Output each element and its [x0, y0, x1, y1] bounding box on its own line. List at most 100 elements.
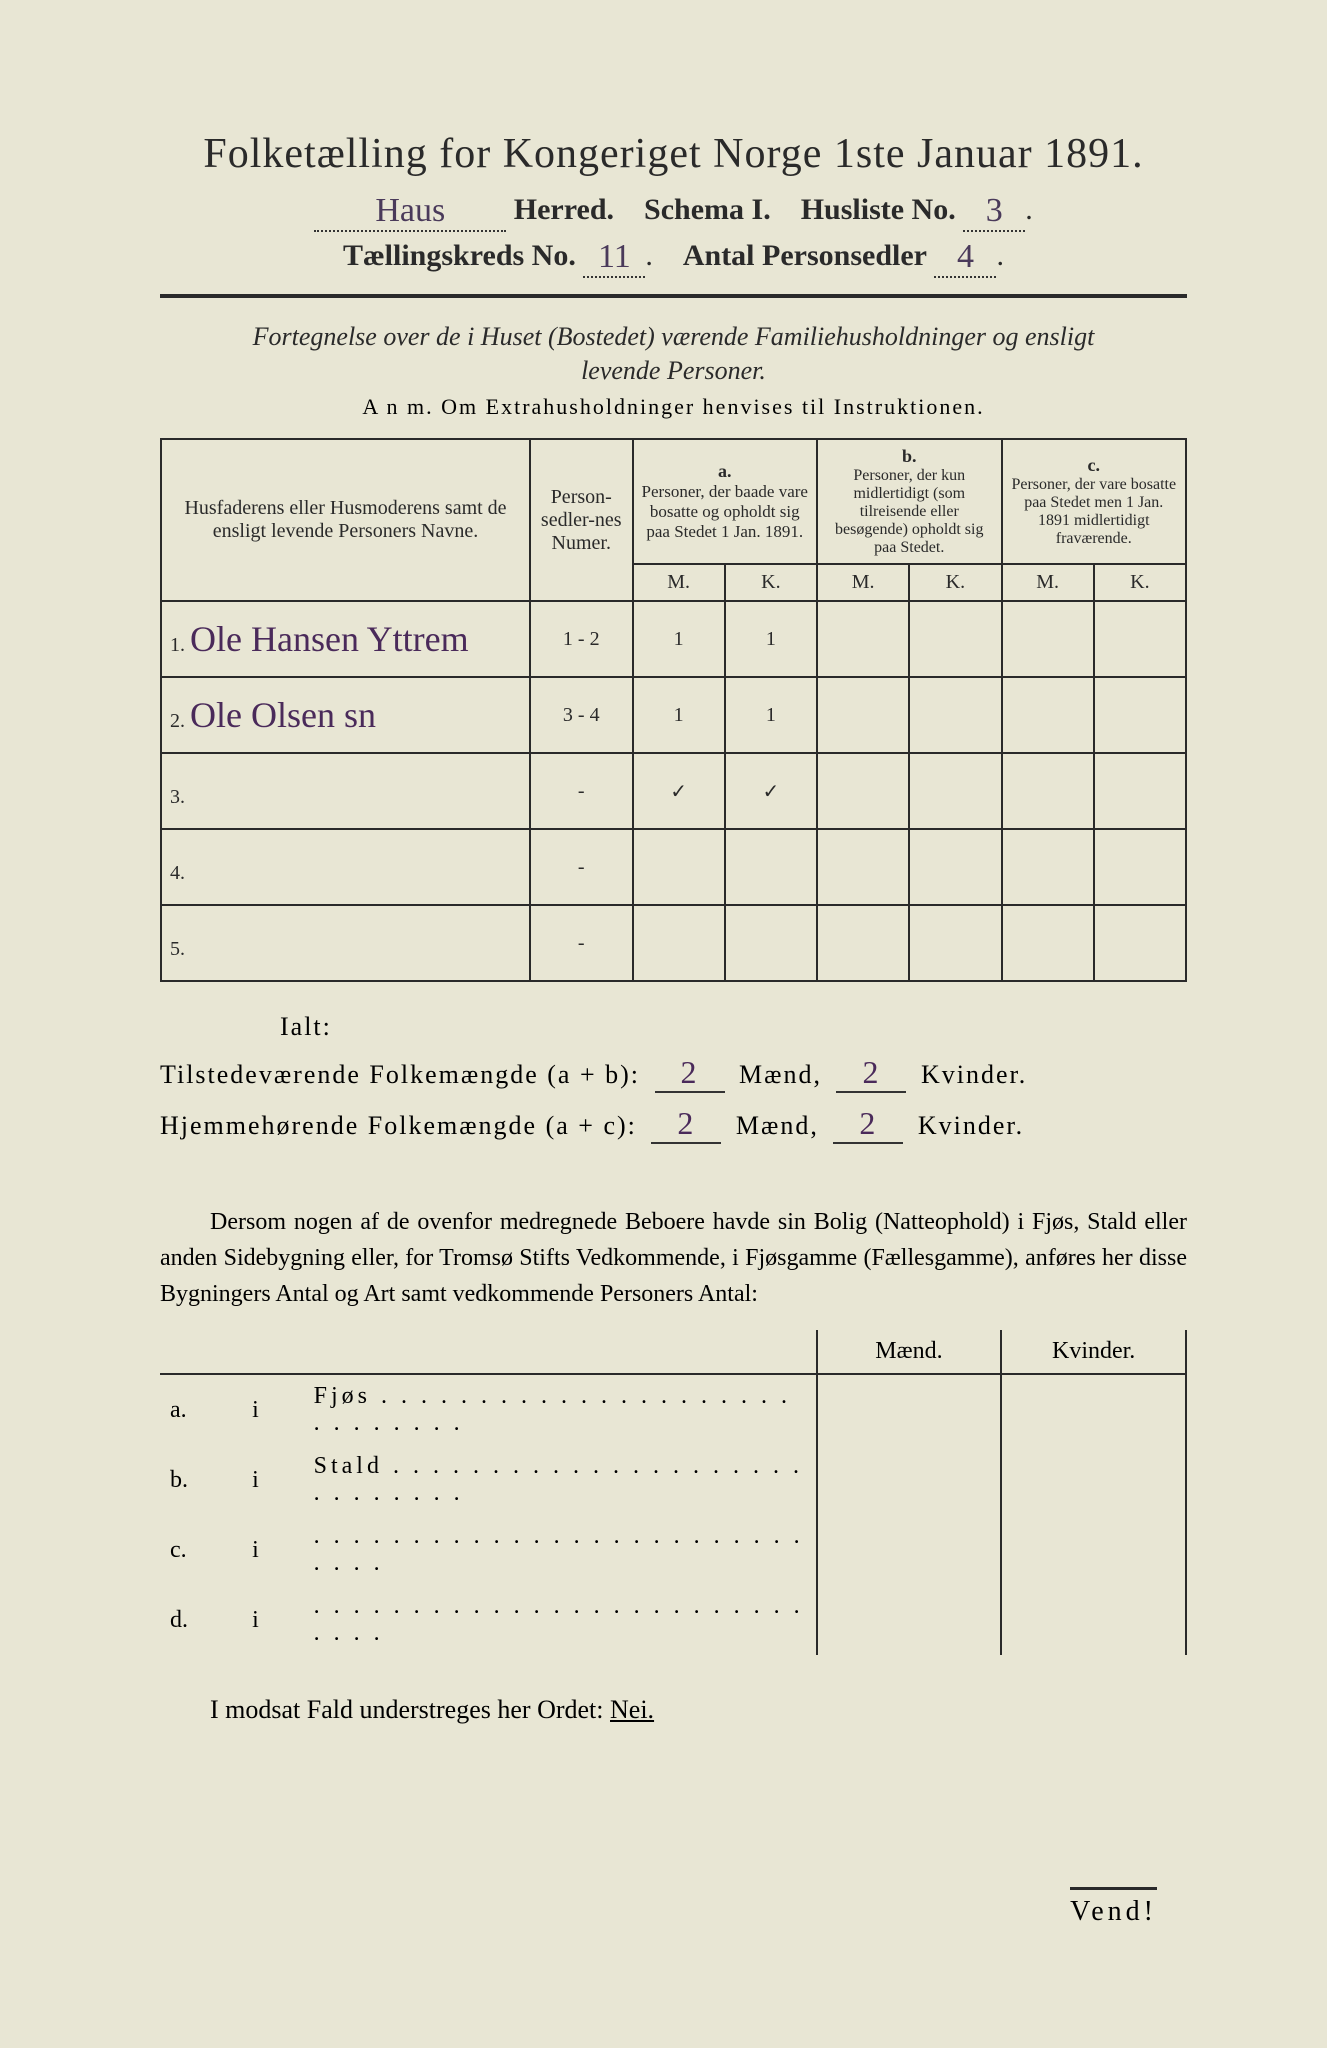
col-c-m: M. — [1002, 564, 1094, 601]
row-a-k — [725, 905, 817, 981]
building-m — [817, 1515, 1002, 1585]
building-i: i — [242, 1585, 304, 1655]
ialt-2-m: 2 — [651, 1105, 721, 1144]
building-paragraph: Dersom nogen af de ovenfor medregnede Be… — [160, 1204, 1187, 1312]
building-m — [817, 1585, 1002, 1655]
row-a-m: ✓ — [633, 753, 725, 829]
building-row: c.i . . . . . . . . . . . . . . . . . . … — [160, 1515, 1186, 1585]
subtitle-2: levende Personer. — [160, 356, 1187, 386]
census-form-page: Folketælling for Kongeriget Norge 1ste J… — [0, 0, 1327, 2048]
table-row: 4. - — [161, 829, 1186, 905]
anm-note: A n m. Om Extrahusholdninger henvises ti… — [160, 394, 1187, 420]
table-row: 2. Ole Olsen sn3 - 411 — [161, 677, 1186, 753]
row-b-k — [909, 753, 1001, 829]
building-k — [1001, 1585, 1186, 1655]
husliste-value: 3 — [963, 192, 1025, 232]
row-name: 4. — [161, 829, 530, 905]
row-c-m — [1002, 905, 1094, 981]
row-b-k — [909, 677, 1001, 753]
building-table: Mænd. Kvinder. a.iFjøs . . . . . . . . .… — [160, 1330, 1187, 1655]
col-a-m: M. — [633, 564, 725, 601]
header-line-1: Haus Herred. Schema I. Husliste No. 3. — [160, 190, 1187, 230]
building-label: . . . . . . . . . . . . . . . . . . . . … — [304, 1585, 817, 1655]
kreds-label: Tællingskreds No. — [343, 239, 576, 272]
row-b-k — [909, 829, 1001, 905]
building-m — [817, 1445, 1002, 1515]
row-c-m — [1002, 677, 1094, 753]
row-name: 1. Ole Hansen Yttrem — [161, 601, 530, 677]
nei-word: Nei. — [610, 1695, 654, 1724]
building-row: d.i . . . . . . . . . . . . . . . . . . … — [160, 1585, 1186, 1655]
row-c-k — [1094, 905, 1186, 981]
row-c-k — [1094, 677, 1186, 753]
row-a-m: 1 — [633, 677, 725, 753]
building-i: i — [242, 1374, 304, 1445]
col-c-k: K. — [1094, 564, 1186, 601]
row-c-k — [1094, 829, 1186, 905]
row-b-m — [817, 753, 909, 829]
census-table: Husfaderens eller Husmoderens samt de en… — [160, 438, 1187, 982]
row-name: 5. — [161, 905, 530, 981]
col-a: a. Personer, der baade vare bosatte og o… — [633, 439, 818, 564]
building-i: i — [242, 1445, 304, 1515]
row-a-k — [725, 829, 817, 905]
schema-label: Schema I. — [644, 193, 771, 226]
row-c-k — [1094, 753, 1186, 829]
row-name: 2. Ole Olsen sn — [161, 677, 530, 753]
row-c-k — [1094, 601, 1186, 677]
building-letter: b. — [160, 1445, 242, 1515]
table-row: 1. Ole Hansen Yttrem1 - 211 — [161, 601, 1186, 677]
page-title: Folketælling for Kongeriget Norge 1ste J… — [160, 130, 1187, 178]
ialt-label: Ialt: — [280, 1012, 1187, 1042]
row-a-k: 1 — [725, 677, 817, 753]
table-row: 3. -✓✓ — [161, 753, 1186, 829]
building-i: i — [242, 1515, 304, 1585]
herred-value: Haus — [314, 192, 506, 232]
row-a-k: 1 — [725, 601, 817, 677]
row-sedler: 3 - 4 — [530, 677, 633, 753]
building-row: b.iStald . . . . . . . . . . . . . . . .… — [160, 1445, 1186, 1515]
building-k — [1001, 1445, 1186, 1515]
col-b: b. Personer, der kun midlertidigt (som t… — [817, 439, 1002, 564]
building-label: . . . . . . . . . . . . . . . . . . . . … — [304, 1515, 817, 1585]
row-c-m — [1002, 829, 1094, 905]
divider — [160, 294, 1187, 298]
nei-line: I modsat Fald understreges her Ordet: Ne… — [160, 1695, 1187, 1725]
row-sedler: - — [530, 753, 633, 829]
building-label: Fjøs . . . . . . . . . . . . . . . . . .… — [304, 1374, 817, 1445]
antal-label: Antal Personsedler — [683, 239, 927, 272]
row-b-k — [909, 905, 1001, 981]
col-b-k: K. — [909, 564, 1001, 601]
col-sedler: Person-sedler-nes Numer. — [530, 439, 633, 601]
vend-label: Vend! — [1070, 1887, 1157, 1928]
building-letter: d. — [160, 1585, 242, 1655]
row-b-k — [909, 601, 1001, 677]
kreds-value: 11 — [583, 238, 645, 278]
building-k — [1001, 1515, 1186, 1585]
ialt-line-2: Hjemmehørende Folkemængde (a + c): 2 Mæn… — [160, 1105, 1187, 1144]
table-row: 5. - — [161, 905, 1186, 981]
row-sedler: 1 - 2 — [530, 601, 633, 677]
row-c-m — [1002, 753, 1094, 829]
col-name: Husfaderens eller Husmoderens samt de en… — [161, 439, 530, 601]
subtitle-1: Fortegnelse over de i Huset (Bostedet) v… — [160, 322, 1187, 352]
building-letter: c. — [160, 1515, 242, 1585]
ialt-block: Ialt: Tilstedeværende Folkemængde (a + b… — [160, 1012, 1187, 1144]
row-a-m — [633, 905, 725, 981]
header-line-2: Tællingskreds No. 11. Antal Personsedler… — [160, 236, 1187, 276]
row-a-m: 1 — [633, 601, 725, 677]
building-row: a.iFjøs . . . . . . . . . . . . . . . . … — [160, 1374, 1186, 1445]
row-a-m — [633, 829, 725, 905]
building-letter: a. — [160, 1374, 242, 1445]
building-k — [1001, 1374, 1186, 1445]
col-c: c. Personer, der vare bosatte paa Stedet… — [1002, 439, 1187, 564]
building-kvinder: Kvinder. — [1001, 1330, 1186, 1374]
col-b-m: M. — [817, 564, 909, 601]
building-label: Stald . . . . . . . . . . . . . . . . . … — [304, 1445, 817, 1515]
herred-label: Herred. — [514, 193, 614, 226]
row-name: 3. — [161, 753, 530, 829]
husliste-label: Husliste No. — [801, 193, 956, 226]
row-b-m — [817, 601, 909, 677]
ialt-1-m: 2 — [655, 1054, 725, 1093]
building-m — [817, 1374, 1002, 1445]
